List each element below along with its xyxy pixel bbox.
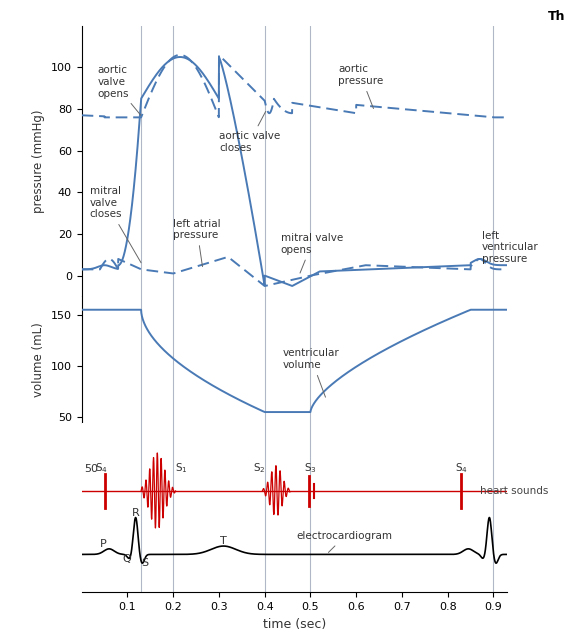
- Text: electrocardiogram: electrocardiogram: [297, 531, 393, 553]
- Text: S$_2$: S$_2$: [253, 462, 266, 475]
- Text: ventricular
volume: ventricular volume: [283, 348, 340, 397]
- Text: R: R: [132, 508, 139, 518]
- Text: aortic valve
closes: aortic valve closes: [219, 111, 280, 153]
- Text: Th: Th: [548, 10, 566, 23]
- Text: left atrial
pressure: left atrial pressure: [173, 218, 221, 267]
- Text: aortic
pressure: aortic pressure: [338, 64, 383, 109]
- Text: mitral
valve
closes: mitral valve closes: [90, 186, 141, 263]
- Text: S: S: [141, 558, 148, 569]
- Text: S$_1$: S$_1$: [175, 462, 188, 475]
- Text: left
ventricular
pressure: left ventricular pressure: [482, 231, 539, 264]
- Text: aortic
valve
opens: aortic valve opens: [97, 65, 141, 115]
- Y-axis label: volume (mL): volume (mL): [32, 323, 45, 397]
- Text: Q: Q: [122, 554, 131, 564]
- Text: T: T: [220, 536, 227, 546]
- Text: heart sounds: heart sounds: [480, 486, 548, 496]
- Text: 50: 50: [84, 464, 98, 473]
- Text: S$_4$: S$_4$: [455, 462, 468, 475]
- Text: mitral valve
opens: mitral valve opens: [280, 233, 343, 273]
- Text: P: P: [100, 539, 107, 549]
- Y-axis label: pressure (mmHg): pressure (mmHg): [32, 109, 45, 213]
- X-axis label: time (sec): time (sec): [263, 618, 326, 630]
- Text: S$_3$: S$_3$: [304, 462, 317, 475]
- Text: S$_4$: S$_4$: [96, 462, 108, 475]
